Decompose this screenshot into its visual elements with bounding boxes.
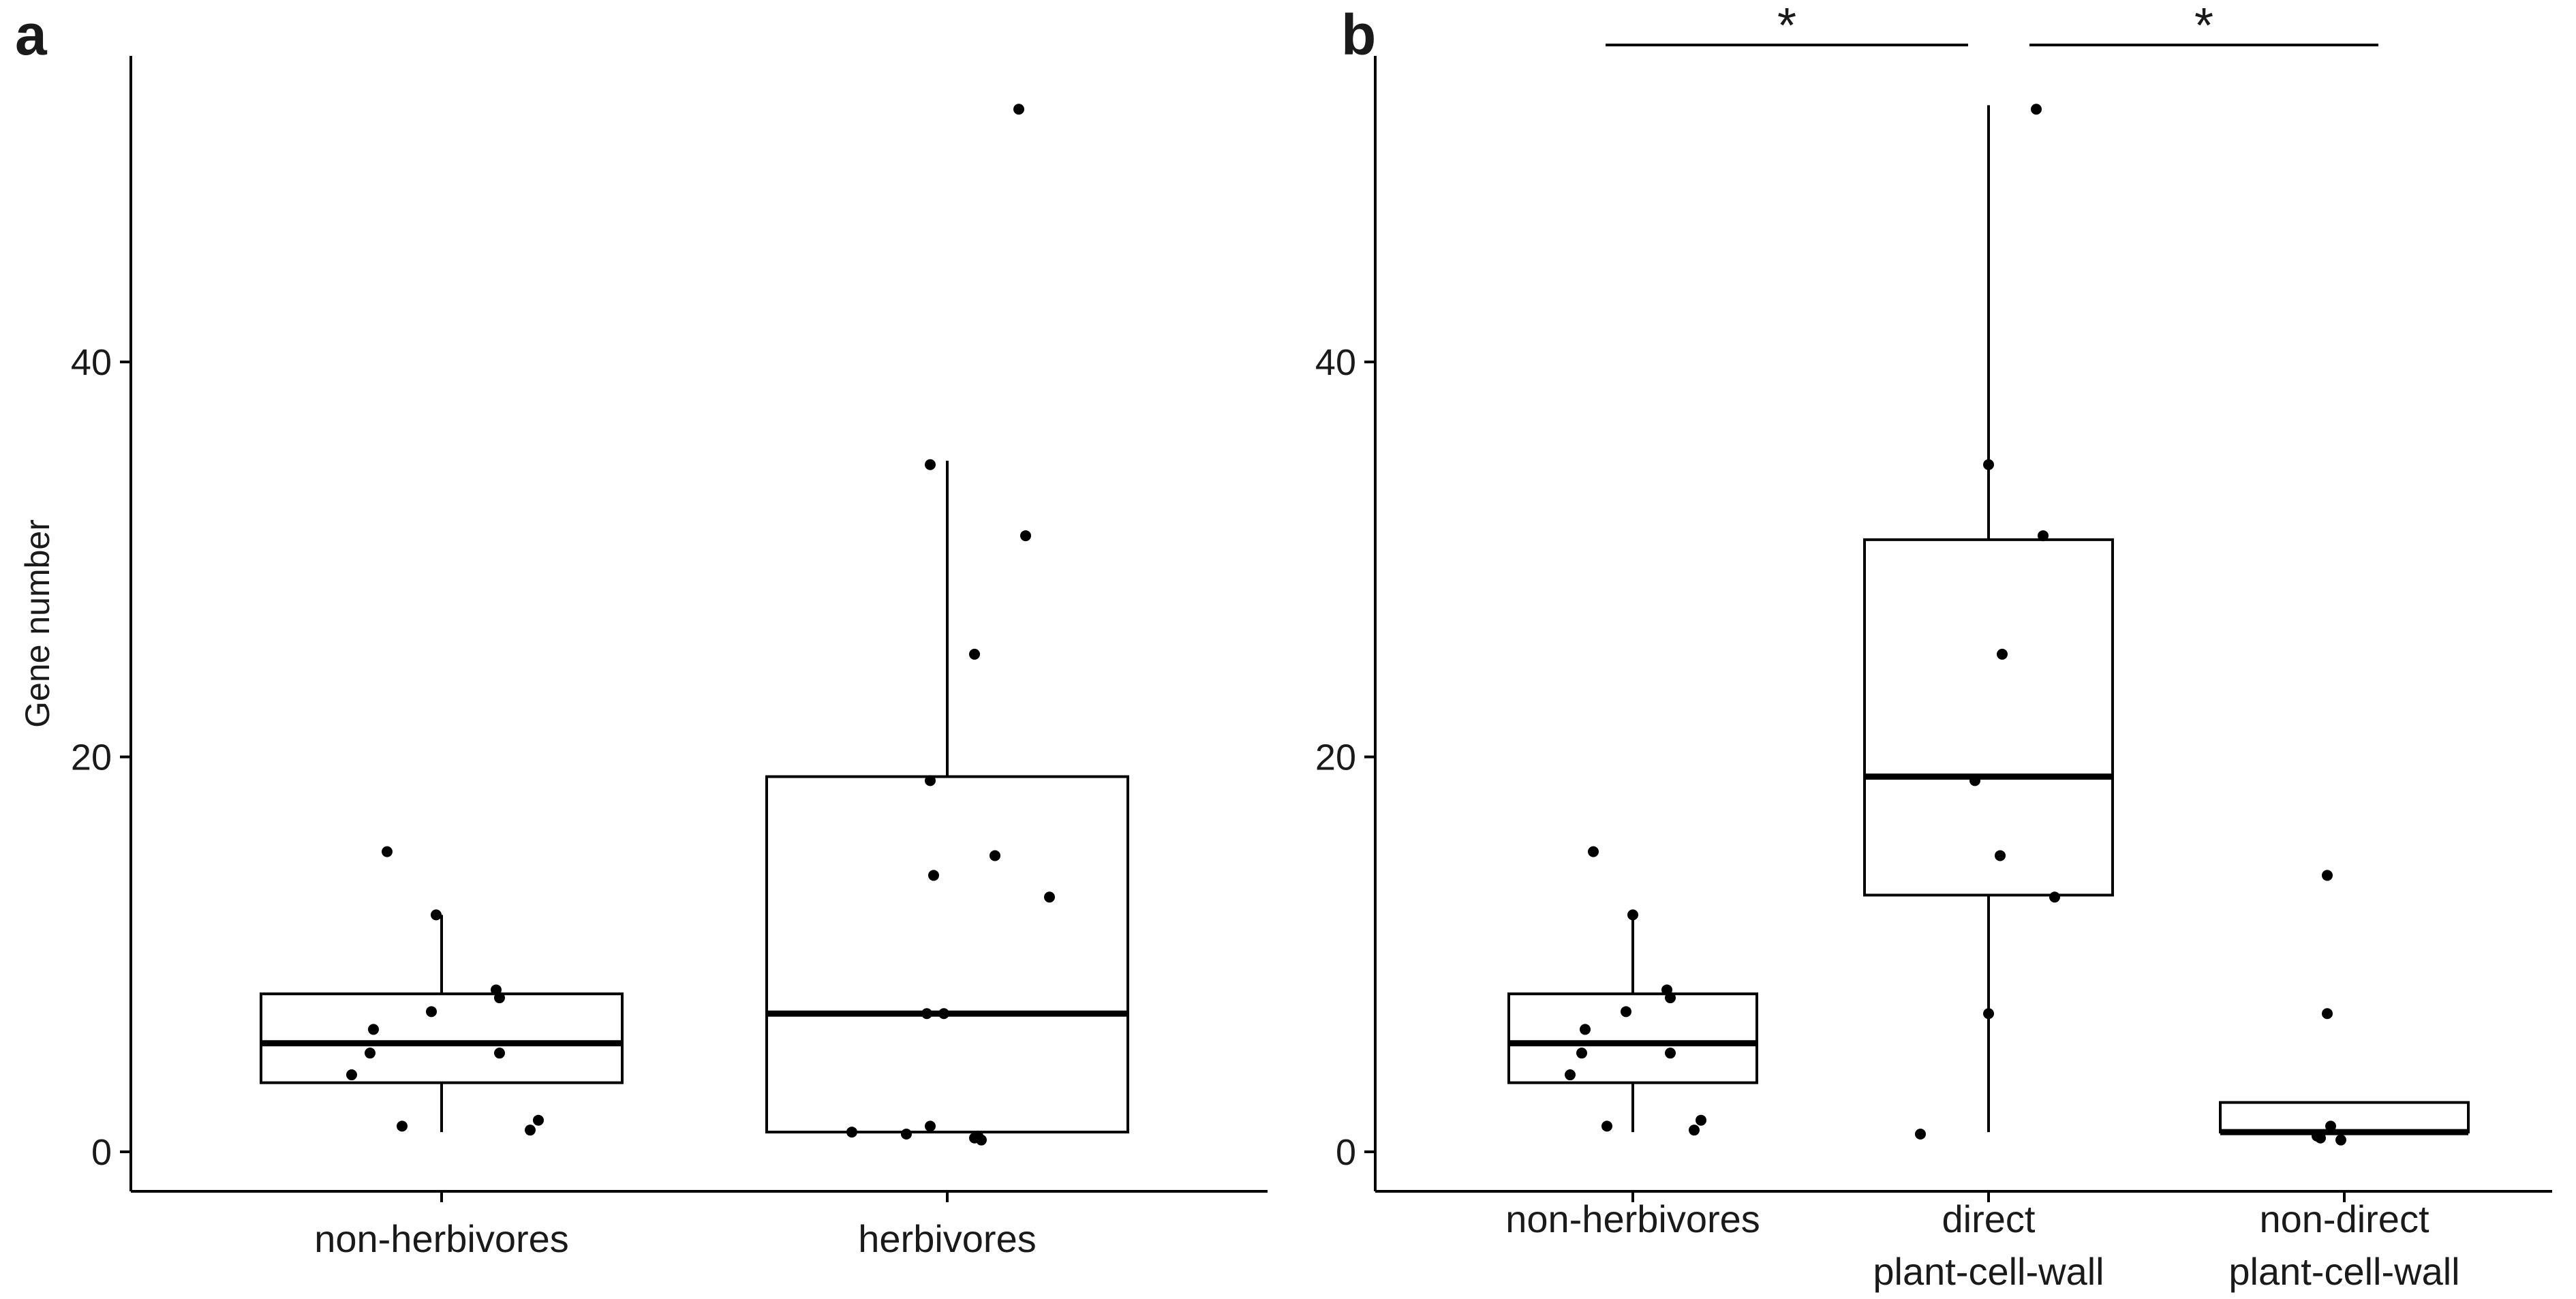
significance-star: * <box>1777 0 1796 53</box>
data-point <box>1997 648 2008 660</box>
data-point <box>431 909 442 921</box>
data-point <box>925 775 936 786</box>
data-point <box>426 1006 437 1018</box>
y-tick-label: 40 <box>1315 342 1356 383</box>
x-tick-label-non-herbivores: non-herbivores <box>1505 1197 1760 1240</box>
data-point <box>2335 1134 2346 1146</box>
data-point <box>1696 1114 1706 1126</box>
data-point <box>1665 1048 1676 1059</box>
data-point <box>938 1008 949 1020</box>
y-tick-label: 20 <box>71 737 112 778</box>
panel-letter: b <box>1341 3 1376 67</box>
box-non-herbivores <box>1507 992 1758 1084</box>
y-tick-label: 0 <box>91 1132 112 1173</box>
data-point <box>925 459 936 470</box>
data-point <box>2322 870 2333 881</box>
data-point <box>1580 1024 1591 1035</box>
data-point <box>1915 1128 1926 1140</box>
box-direct-plant-cell-wall <box>1863 538 2114 897</box>
data-point <box>525 1125 536 1136</box>
data-point <box>928 870 939 881</box>
x-tick-label-direct: direct <box>1942 1197 2036 1240</box>
data-point <box>1665 992 1676 1004</box>
x-tick-label-plant-cell-wall: plant-cell-wall <box>2228 1250 2459 1293</box>
x-tick-label-herbivores: herbivores <box>858 1217 1036 1260</box>
box-non-direct-plant-cell-wall <box>2219 1101 2470 1134</box>
y-tick-label: 0 <box>1336 1132 1356 1173</box>
data-point <box>365 1048 375 1059</box>
y-axis-title: Gene number <box>18 519 57 728</box>
data-point <box>1983 459 1994 470</box>
data-point <box>1013 104 1024 115</box>
panel-a: a 0 20 40 Gene number non-herbivores herbivore… <box>15 3 1268 1260</box>
data-point <box>1588 846 1599 857</box>
box-herbivores <box>765 775 1129 1134</box>
data-point <box>494 1048 505 1059</box>
data-point <box>1969 775 1980 786</box>
box-non-herbivores <box>260 992 624 1084</box>
data-point <box>921 1008 932 1020</box>
data-point <box>382 846 393 857</box>
data-point <box>976 1134 987 1146</box>
x-tick-label-non-direct: non-direct <box>2259 1197 2429 1240</box>
data-point <box>2049 891 2060 903</box>
data-point <box>533 1114 544 1126</box>
data-point <box>368 1024 379 1035</box>
data-point <box>1044 891 1055 903</box>
data-point <box>1995 850 2006 861</box>
panel-letter: a <box>15 3 48 67</box>
data-point <box>346 1069 357 1081</box>
data-point <box>1601 1120 1612 1132</box>
data-point <box>1621 1006 1631 1018</box>
data-point <box>846 1127 857 1138</box>
data-point <box>1576 1048 1587 1059</box>
data-point <box>2038 530 2049 542</box>
data-point <box>969 648 980 660</box>
panel-b: b 0 20 40 non-herbivores direct plant-cell-wal… <box>1315 0 2552 1293</box>
data-point <box>925 1120 936 1132</box>
data-point <box>1983 1008 1994 1020</box>
x-tick-label-non-herbivores: non-herbivores <box>314 1217 569 1260</box>
data-point <box>397 1120 408 1132</box>
y-tick-label: 40 <box>71 342 112 383</box>
data-point <box>1020 530 1031 542</box>
data-point <box>2031 104 2042 115</box>
data-point <box>990 850 1000 861</box>
data-point <box>2322 1008 2333 1020</box>
data-point <box>1689 1125 1700 1136</box>
x-tick-label-plant-cell-wall: plant-cell-wall <box>1873 1250 2104 1293</box>
data-point <box>1627 909 1638 921</box>
y-tick-label: 20 <box>1315 737 1356 778</box>
data-point <box>2325 1120 2336 1132</box>
data-point <box>494 992 505 1004</box>
data-point <box>901 1128 912 1140</box>
data-point <box>1565 1069 1576 1081</box>
significance-star: * <box>2194 0 2213 53</box>
data-point <box>2315 1132 2326 1144</box>
